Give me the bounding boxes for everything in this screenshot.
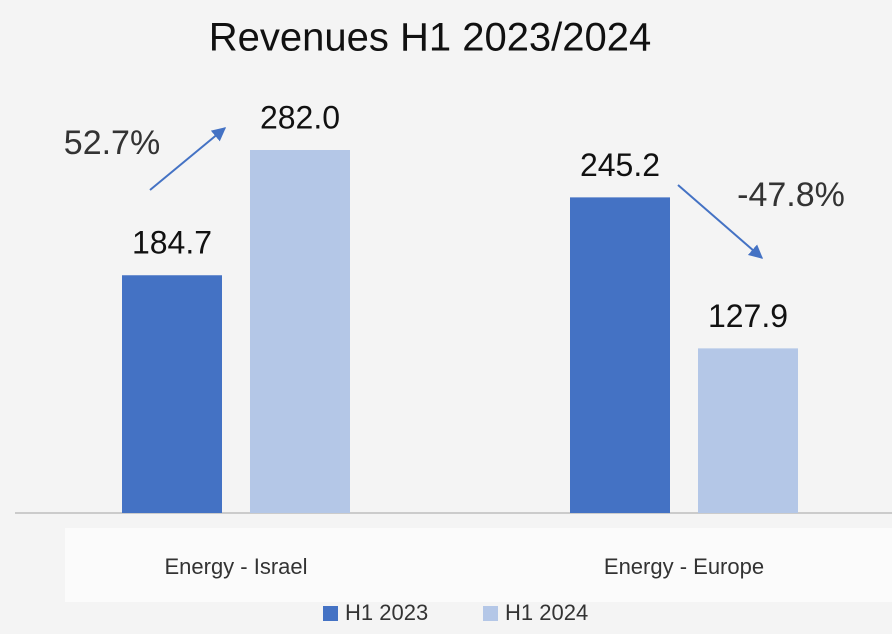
data-label: 184.7 bbox=[132, 225, 212, 261]
annotation: 52.7% bbox=[64, 124, 160, 162]
annotation: -47.8% bbox=[737, 176, 845, 214]
arrow bbox=[677, 184, 764, 259]
x-tick-label: Energy - Israel bbox=[164, 554, 307, 579]
bar bbox=[698, 348, 798, 513]
x-tick-label: Energy - Europe bbox=[604, 554, 764, 579]
bar bbox=[570, 197, 670, 513]
bar bbox=[250, 150, 350, 513]
data-label: 282.0 bbox=[260, 99, 340, 135]
data-label: 245.2 bbox=[580, 147, 660, 183]
category-band bbox=[65, 528, 892, 602]
legend-label: H1 2023 bbox=[345, 600, 428, 625]
data-label: 127.9 bbox=[708, 298, 788, 334]
chart-title: Revenues H1 2023/2024 bbox=[209, 16, 652, 60]
arrow bbox=[149, 127, 227, 191]
legend-swatch bbox=[323, 606, 338, 621]
legend-swatch bbox=[483, 606, 498, 621]
legend-label: H1 2024 bbox=[505, 600, 588, 625]
bar bbox=[122, 275, 222, 513]
